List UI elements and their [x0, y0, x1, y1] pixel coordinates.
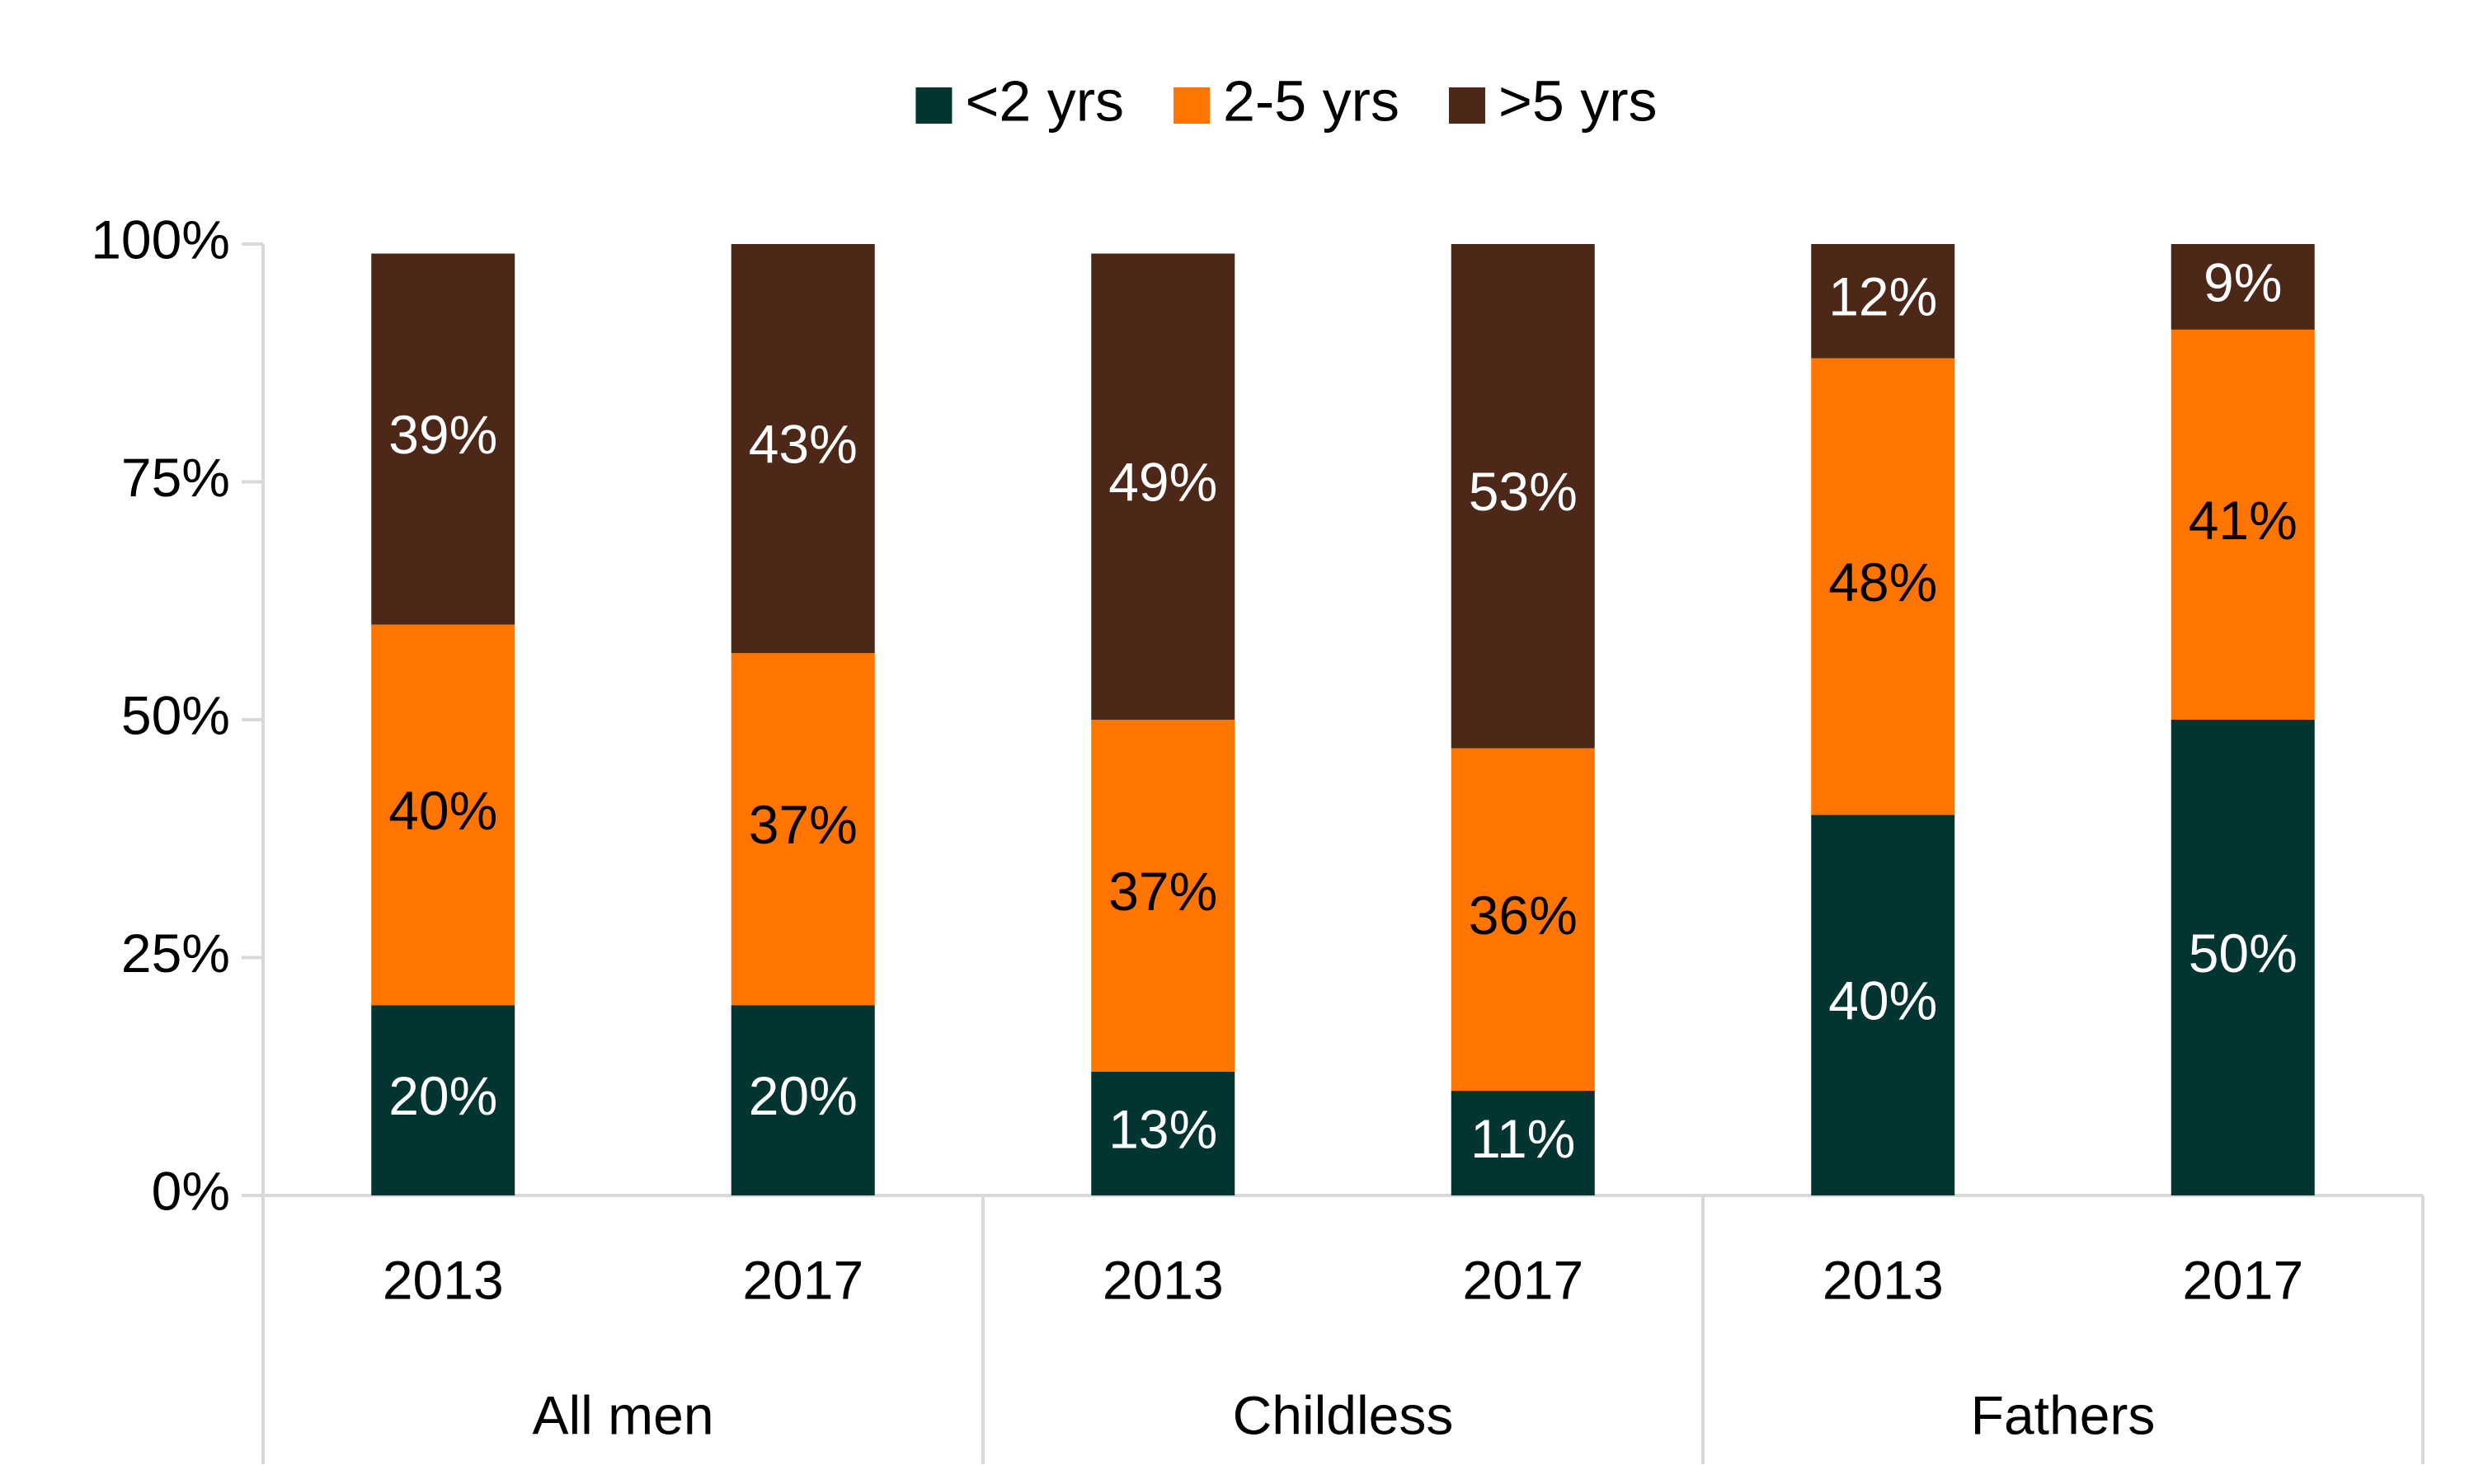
bar-segment	[1091, 720, 1235, 1072]
bar-segment	[1811, 244, 1955, 359]
group-label: Childless	[1233, 1384, 1454, 1445]
y-tick-label: 0%	[152, 1160, 230, 1221]
data-label: 20%	[388, 1065, 497, 1126]
data-label: 50%	[2189, 923, 2298, 984]
y-tick-label: 25%	[121, 923, 230, 984]
data-label: 39%	[388, 404, 497, 465]
x-tick-label: 2013	[1103, 1249, 1224, 1310]
data-label: 20%	[749, 1065, 858, 1126]
data-label: 43%	[749, 414, 858, 475]
data-label: 40%	[1828, 970, 1937, 1031]
data-label: 49%	[1108, 452, 1217, 513]
x-tick-label: 2017	[1462, 1249, 1583, 1310]
bar-segment	[1091, 253, 1235, 720]
bar-segment	[1451, 1091, 1595, 1195]
x-tick-label: 2013	[383, 1249, 504, 1310]
data-label: 9%	[2204, 251, 2282, 312]
legend-swatch	[915, 87, 952, 124]
y-tick-label: 75%	[121, 447, 230, 508]
legend-label: >5 yrs	[1498, 68, 1658, 133]
data-label: 37%	[749, 794, 858, 855]
data-label: 48%	[1828, 552, 1937, 613]
data-label: 13%	[1108, 1098, 1217, 1159]
bar-segment	[1451, 748, 1595, 1092]
data-label: 40%	[388, 780, 497, 841]
bar-segment	[731, 1005, 875, 1195]
legend-label: <2 yrs	[965, 68, 1124, 133]
data-label: 12%	[1828, 266, 1937, 327]
group-label: Fathers	[1971, 1384, 2156, 1445]
data-label: 11%	[1470, 1108, 1575, 1169]
data-label: 36%	[1469, 885, 1578, 946]
bar-segment	[371, 624, 515, 1006]
bar-segment	[2171, 329, 2315, 720]
bar-segment	[371, 1005, 515, 1195]
y-tick-label: 50%	[121, 684, 230, 745]
data-label: 53%	[1469, 461, 1578, 522]
bar-segment	[731, 244, 875, 654]
data-label: 41%	[2189, 490, 2298, 551]
x-tick-label: 2017	[2182, 1249, 2303, 1310]
x-tick-label: 2017	[742, 1249, 863, 1310]
bar-segment	[731, 653, 875, 1006]
group-label: All men	[532, 1384, 713, 1445]
bar-segment	[2171, 720, 2315, 1195]
x-tick-label: 2013	[1823, 1249, 1944, 1310]
legend-swatch	[1174, 87, 1211, 124]
y-tick-label: 100%	[91, 209, 230, 270]
legend-label: 2-5 yrs	[1223, 68, 1399, 133]
bar-segment	[2171, 244, 2315, 330]
bar-segment	[1091, 1071, 1235, 1195]
bar-segment	[371, 253, 515, 625]
legend-swatch	[1448, 87, 1485, 124]
bar-segment	[1451, 244, 1595, 749]
bar-segment	[1811, 815, 1955, 1195]
bar-segment	[1811, 358, 1955, 815]
data-label: 37%	[1108, 861, 1217, 922]
